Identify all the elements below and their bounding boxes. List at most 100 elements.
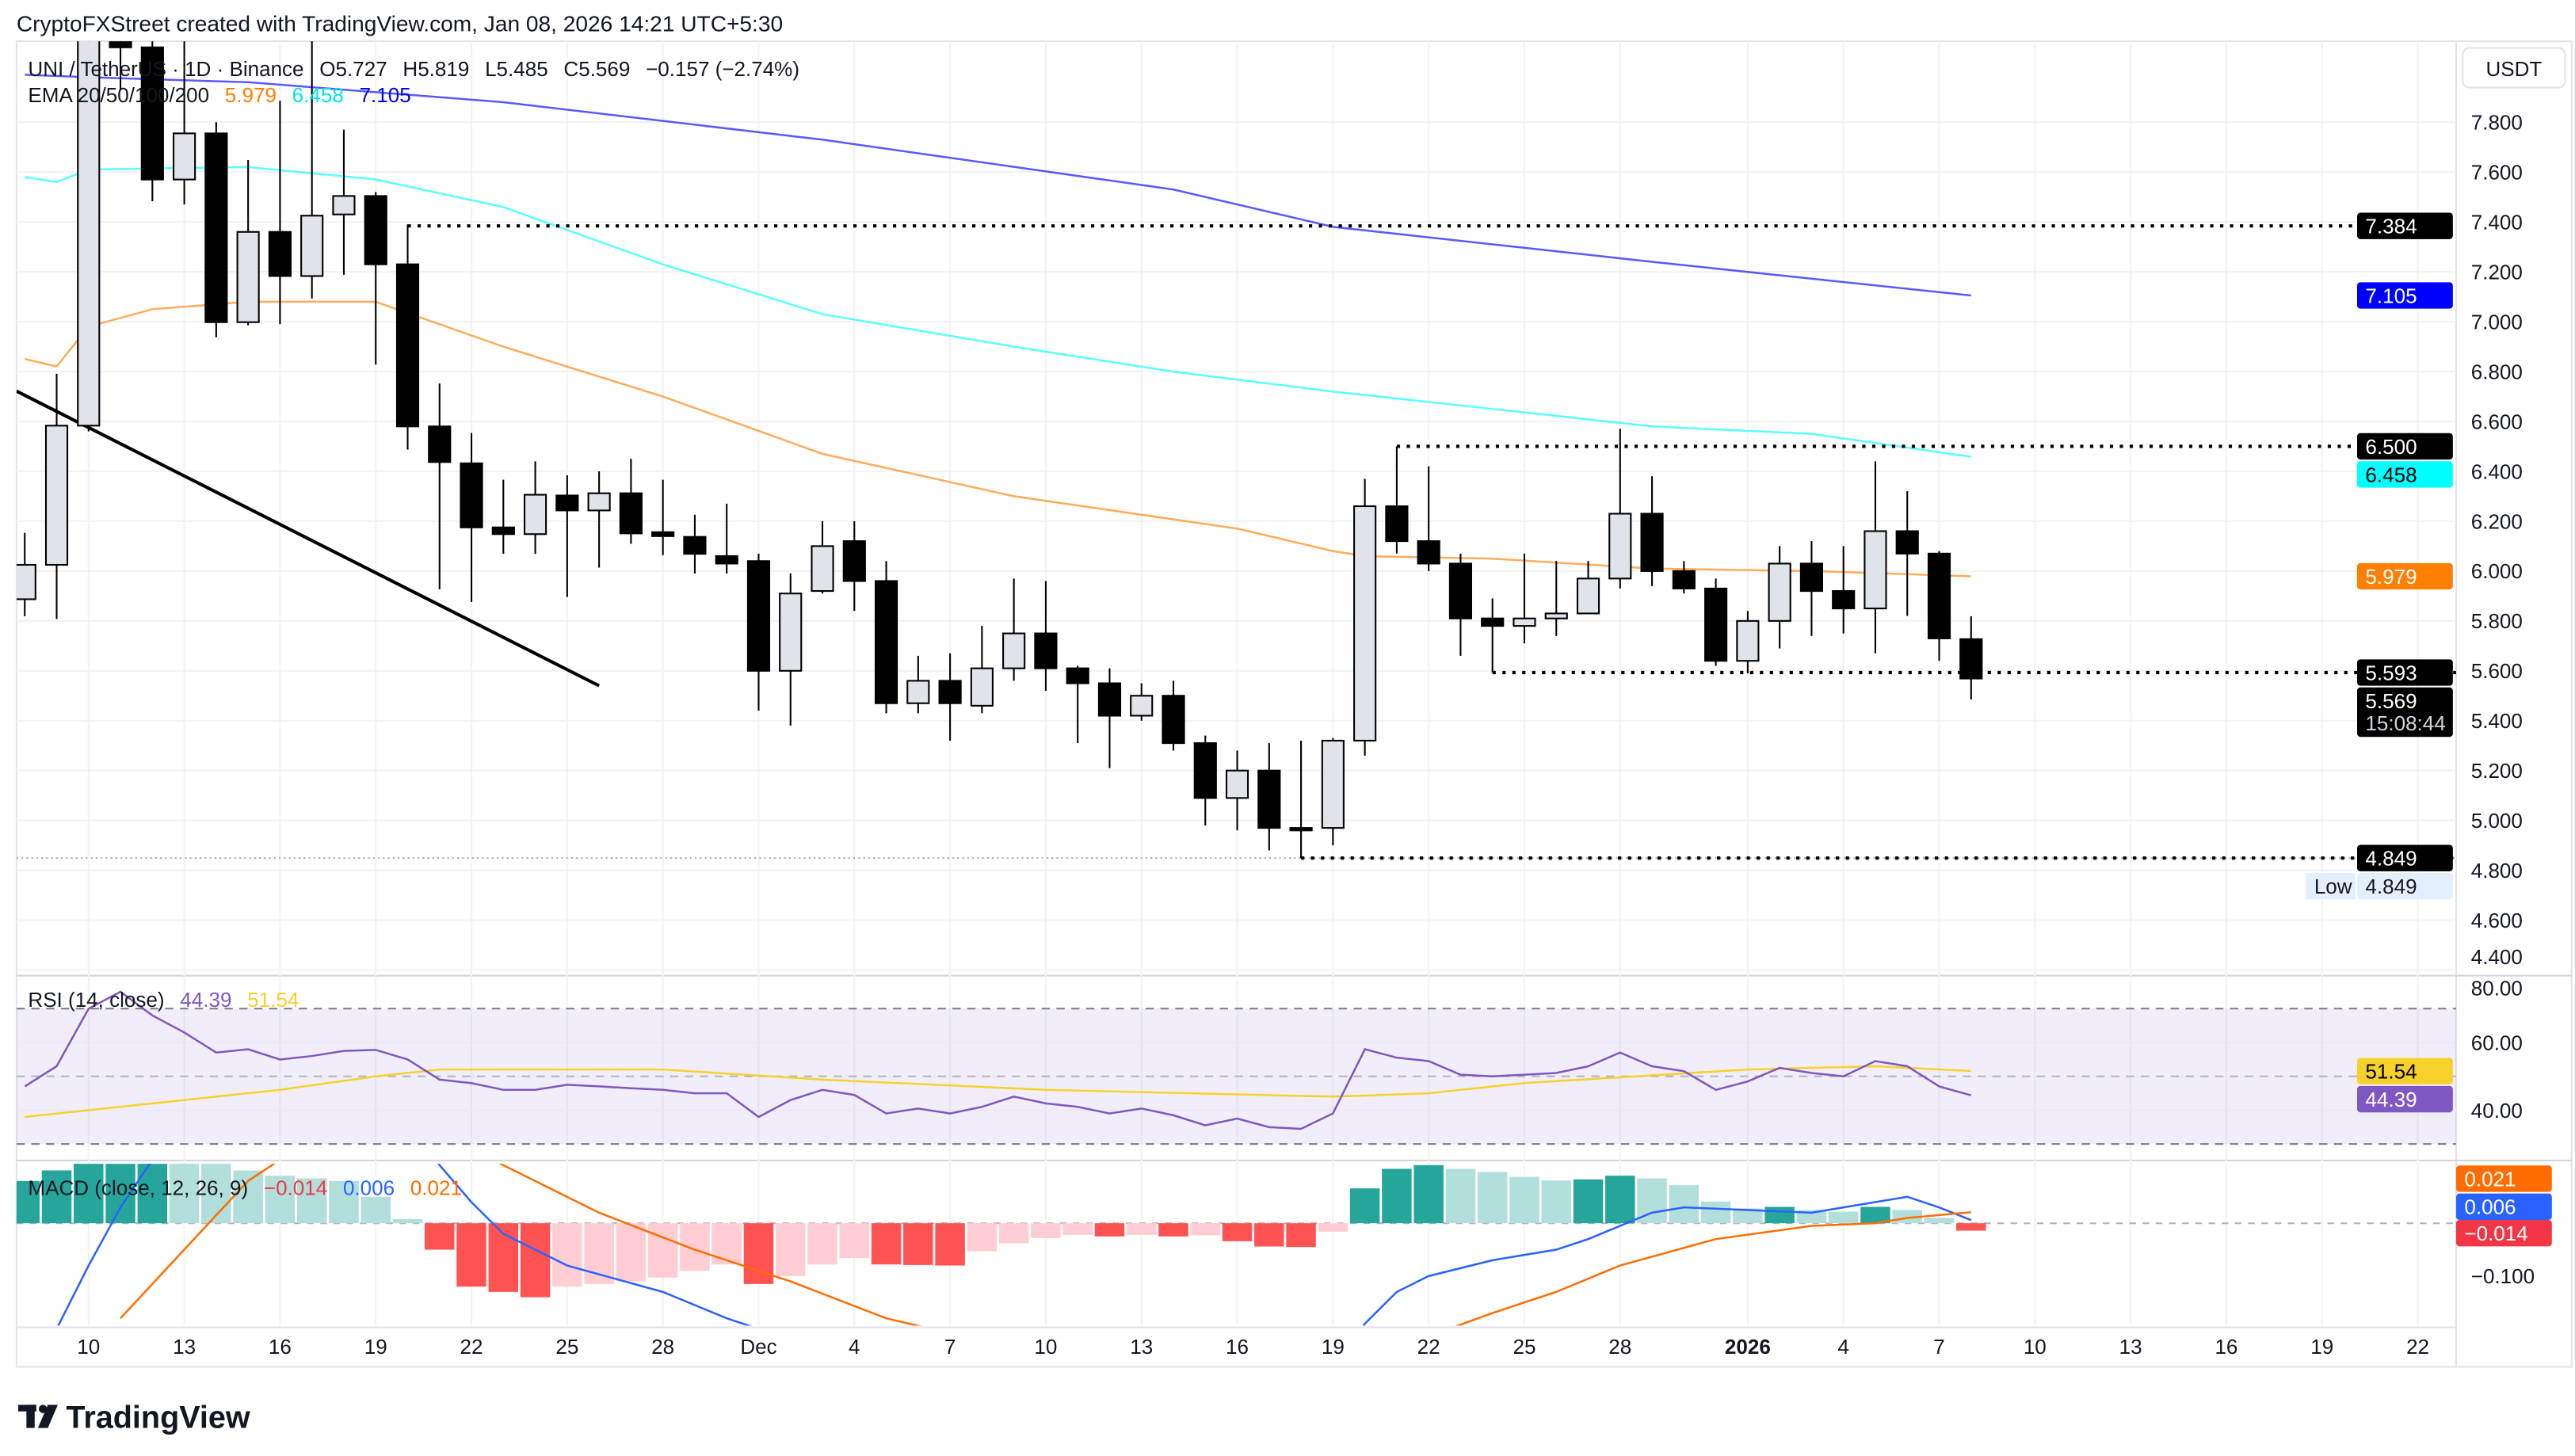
time-axis-label: 16 <box>1226 1335 1249 1359</box>
candle-body-down <box>491 526 515 536</box>
candle[interactable] <box>1927 551 1951 661</box>
candle[interactable] <box>109 0 132 90</box>
candle[interactable] <box>1864 461 1887 654</box>
candle[interactable] <box>204 122 228 337</box>
candle[interactable] <box>1417 466 1440 571</box>
candle[interactable] <box>746 553 771 711</box>
price-pane[interactable] <box>14 0 2456 860</box>
candle[interactable] <box>1768 546 1791 649</box>
time-axis-label: 13 <box>173 1335 196 1359</box>
candle[interactable] <box>77 0 101 432</box>
macd-histogram-bar <box>392 1218 423 1224</box>
candle[interactable] <box>906 655 930 714</box>
candle-body-down <box>715 555 738 565</box>
candle[interactable] <box>140 22 164 202</box>
candle-body-down <box>619 492 643 535</box>
candle[interactable] <box>1832 546 1856 634</box>
candle[interactable] <box>1002 578 1026 681</box>
price-axis[interactable]: 7.800 7.600 7.400 7.200 7.000 6.800 6.600 6.400… <box>2471 111 2535 1289</box>
candle[interactable] <box>523 461 547 555</box>
candle[interactable] <box>1608 429 1632 589</box>
candle[interactable] <box>44 373 69 619</box>
candle[interactable] <box>779 574 803 726</box>
candle[interactable] <box>651 479 675 555</box>
candle[interactable] <box>555 475 579 597</box>
candle[interactable] <box>332 129 356 275</box>
candle[interactable] <box>1704 578 1728 666</box>
rsi-ma-line <box>25 1065 1971 1119</box>
candle[interactable] <box>874 561 898 714</box>
candle[interactable] <box>268 101 292 325</box>
candle[interactable] <box>491 479 515 555</box>
candle[interactable] <box>1385 446 1409 554</box>
candle[interactable] <box>715 503 738 574</box>
candle[interactable] <box>1162 680 1185 751</box>
trendline[interactable] <box>16 389 601 688</box>
candle[interactable] <box>842 520 866 612</box>
candle[interactable] <box>811 520 834 594</box>
time-axis[interactable]: 10 13 16 19 22 25 28 Dec 4 7 10 13 16 19 22 25 28 2026 4 7 1… <box>77 1335 2429 1359</box>
macd-histogram-bar <box>1573 1179 1604 1224</box>
candle[interactable] <box>970 626 994 714</box>
candle-body-up <box>1513 617 1536 627</box>
candle[interactable] <box>395 224 420 450</box>
candle[interactable] <box>1066 665 1089 744</box>
candle[interactable] <box>14 532 36 616</box>
candle[interactable] <box>1448 553 1473 656</box>
candle[interactable] <box>1576 561 1600 615</box>
candle[interactable] <box>619 459 643 544</box>
price-axis-label: 5.000 <box>2471 809 2523 833</box>
candle-body-down <box>204 132 228 323</box>
rsi-pane[interactable] <box>16 975 2456 1145</box>
candle[interactable] <box>1895 491 1919 616</box>
rsi-marker: 51.54 <box>2357 1058 2453 1084</box>
candle[interactable] <box>1034 581 1058 691</box>
candle-body-down <box>364 195 387 265</box>
candle[interactable] <box>428 383 452 589</box>
candle[interactable] <box>1736 611 1760 673</box>
rsi-legend: RSI (14, close) 44.39 51.54 <box>28 988 299 1012</box>
tradingview-logo[interactable]: TradingView <box>17 1401 250 1435</box>
candle-body-down <box>395 263 420 428</box>
candle[interactable] <box>1225 750 1249 831</box>
candle[interactable] <box>173 35 196 205</box>
candle[interactable] <box>1640 476 1664 586</box>
candle[interactable] <box>1481 598 1505 673</box>
candle[interactable] <box>1257 743 1281 851</box>
candle[interactable] <box>1544 561 1568 636</box>
candle[interactable] <box>1193 735 1217 825</box>
currency-button[interactable]: USDT <box>2462 47 2566 89</box>
candle[interactable] <box>587 471 611 568</box>
macd-histogram-bar <box>616 1223 647 1282</box>
macd-pane[interactable] <box>10 1091 2457 1408</box>
macd-histogram-bar <box>1477 1172 1508 1224</box>
candle[interactable] <box>1959 616 1983 700</box>
rsi-axis-label: 40.00 <box>2471 1099 2523 1122</box>
candle[interactable] <box>1130 683 1154 721</box>
candle[interactable] <box>1289 740 1313 859</box>
macd-histogram-bar <box>680 1223 710 1271</box>
candle[interactable] <box>364 192 387 365</box>
candle[interactable] <box>1353 478 1377 756</box>
candle[interactable] <box>460 433 483 602</box>
candle[interactable] <box>1321 738 1345 846</box>
candle-body-down <box>1799 562 1823 593</box>
candle-body-up <box>44 425 69 566</box>
macd-marker-bg <box>2456 1165 2552 1192</box>
macd-histogram-bar <box>1605 1176 1635 1224</box>
candle[interactable] <box>1672 561 1696 594</box>
ohlc-low: L5.485 <box>485 57 548 81</box>
macd-histogram-bar <box>1318 1223 1349 1232</box>
price-marker-text: 7.105 <box>2365 284 2417 307</box>
candle[interactable] <box>938 653 962 741</box>
ema-label: EMA 20/50/100/200 <box>28 83 209 107</box>
candle[interactable] <box>236 160 260 326</box>
candle-body-down <box>1704 587 1728 662</box>
candle[interactable] <box>1097 668 1122 768</box>
candle[interactable] <box>300 35 324 299</box>
time-axis-label: 2026 <box>1725 1335 1771 1359</box>
candle[interactable] <box>1513 553 1536 644</box>
candle[interactable] <box>683 514 707 574</box>
candle[interactable] <box>1799 541 1823 636</box>
